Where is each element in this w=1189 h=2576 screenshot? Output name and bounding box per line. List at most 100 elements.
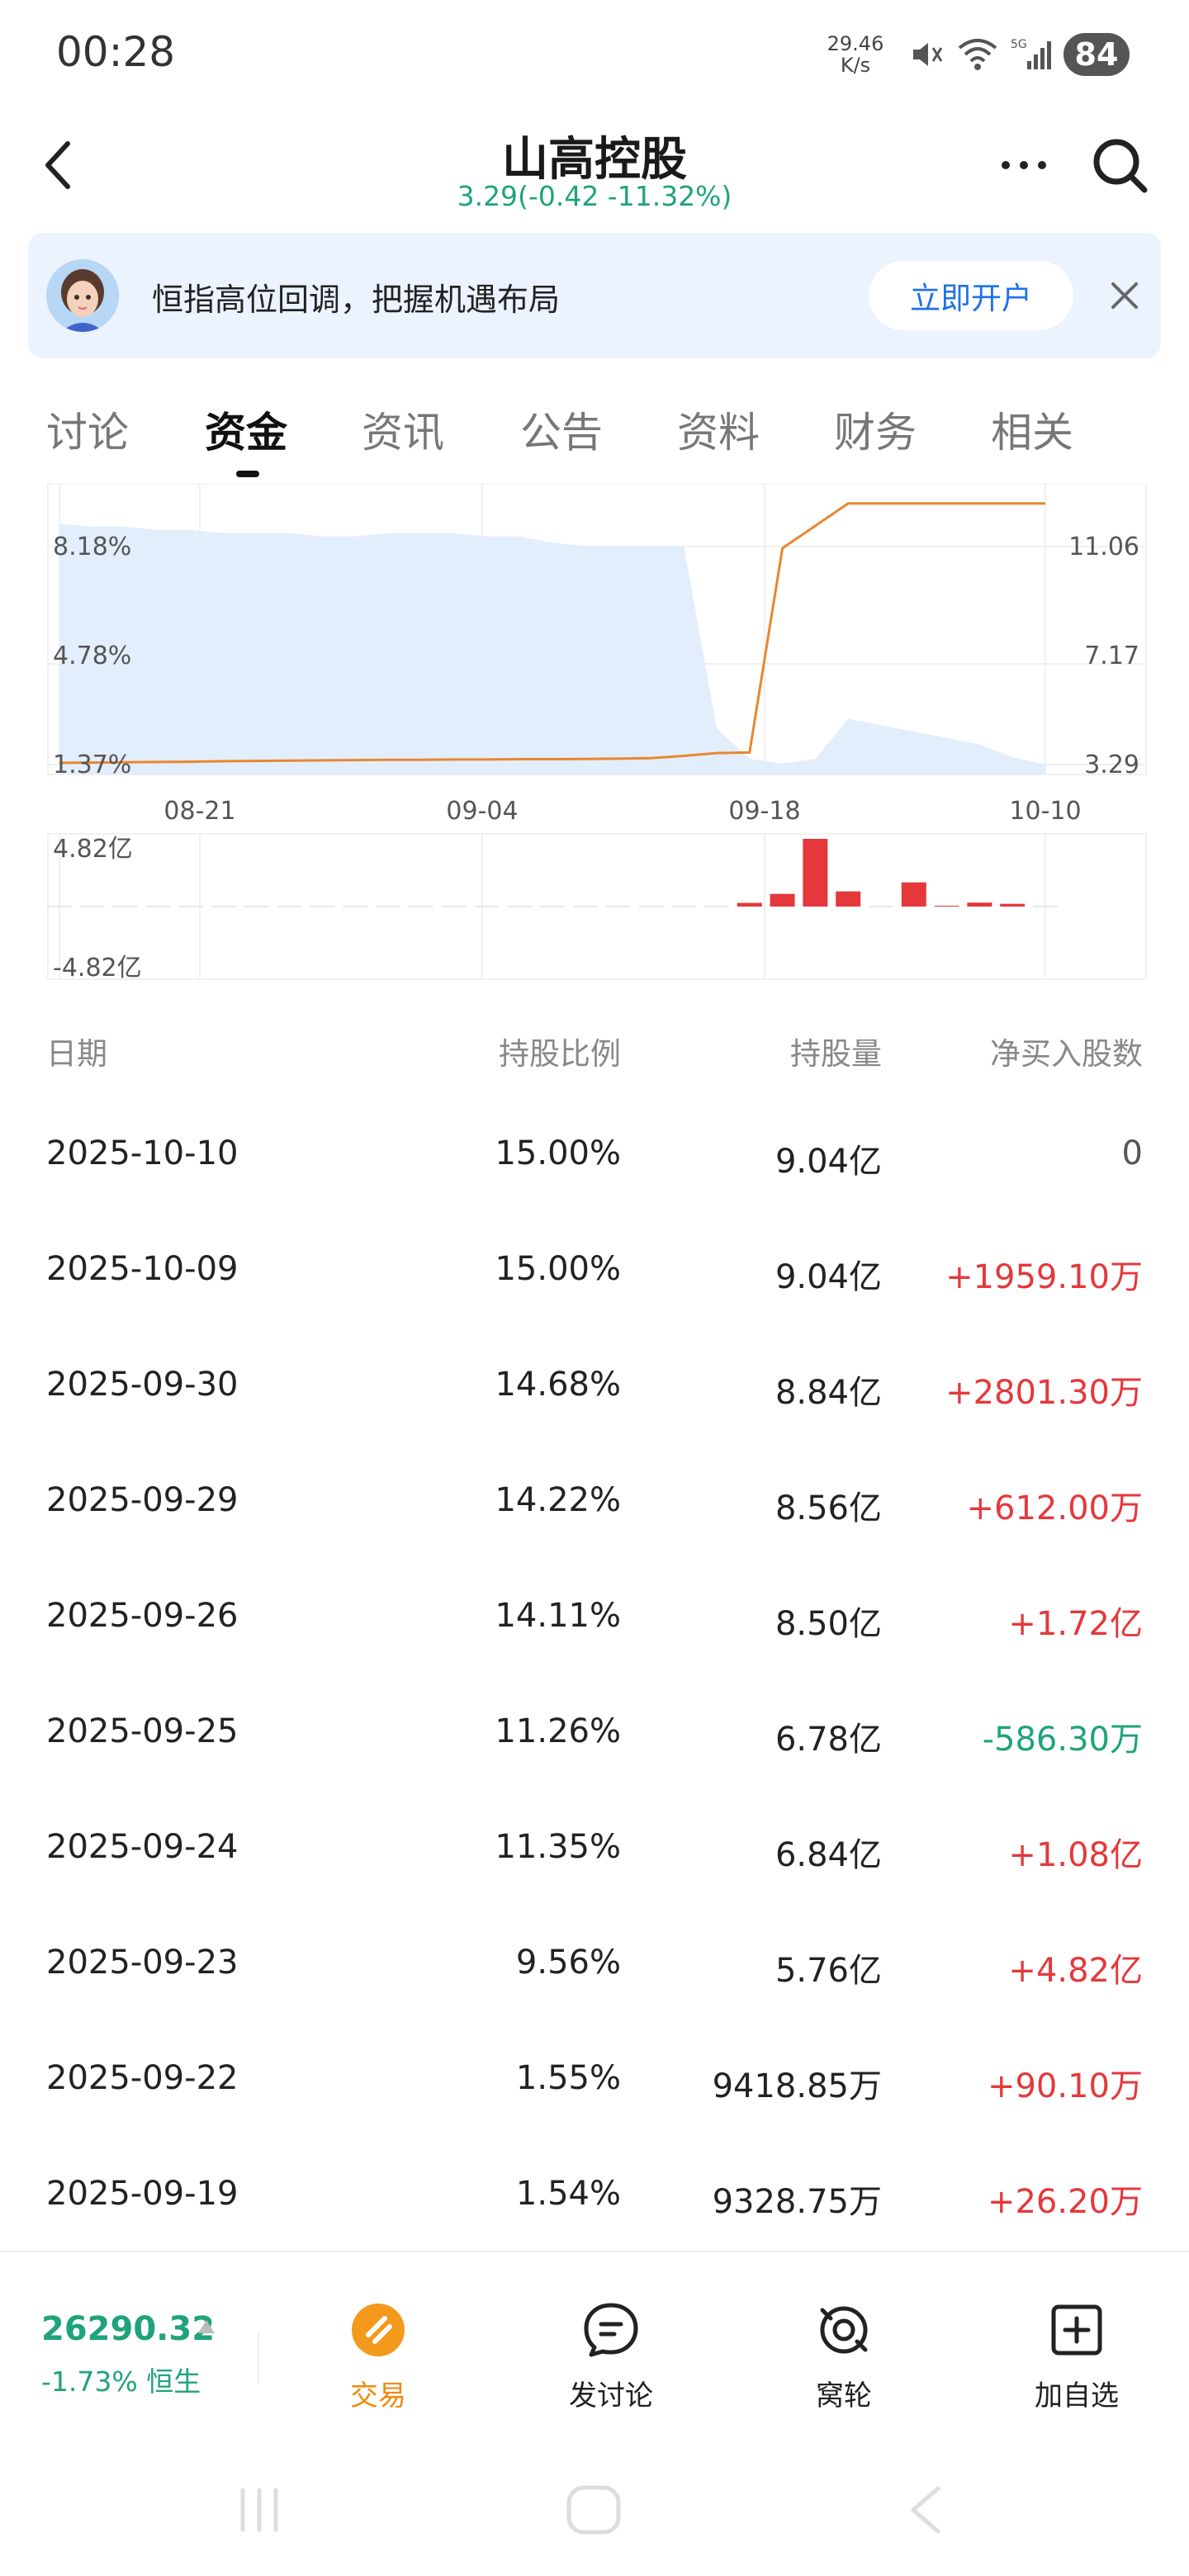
more-icon <box>1002 161 1046 169</box>
table-row[interactable]: 2025-10-10 15.00% 9.04亿 0 <box>0 1098 1189 1214</box>
network-speed: 29.46 K/s <box>822 33 888 76</box>
row-holding: 6.84亿 <box>775 1836 882 1874</box>
net-buy-bar <box>803 839 828 907</box>
cell-signal-icon: 5G <box>1011 38 1051 69</box>
table-row[interactable]: 2025-09-24 11.35% 6.84亿 +1.08亿 <box>0 1792 1189 1907</box>
net-buy-bar <box>967 902 992 907</box>
row-ratio: 1.54% <box>515 2175 621 2213</box>
table-row[interactable]: 2025-09-22 1.55% 9418.85万 +90.10万 <box>0 2023 1189 2138</box>
assistant-avatar <box>46 259 119 332</box>
trade-icon <box>350 2302 406 2358</box>
tab-financials[interactable]: 财务 <box>834 409 917 457</box>
nav-warrants[interactable]: 窝轮 <box>761 2294 926 2417</box>
net-buy-bar <box>540 906 565 907</box>
banner-text: 恒指高位回调，把握机遇布局 <box>152 282 561 318</box>
active-tab-indicator <box>236 471 259 477</box>
tab-discussion[interactable]: 讨论 <box>46 409 129 457</box>
right-axis-tick: 11.06 <box>1068 533 1139 561</box>
nav-trade[interactable]: 交易 <box>296 2294 461 2417</box>
row-ratio: 11.26% <box>495 1712 621 1750</box>
banner-close-button[interactable] <box>1100 271 1149 320</box>
row-net-buy: +1.08亿 <box>1008 1836 1143 1874</box>
funds-chart[interactable]: 8.18% 4.78% 1.37% 11.06 7.17 3.29 08-21 09-04 09… <box>0 483 1189 987</box>
status-icons: 5G 84 <box>908 30 1130 79</box>
table-row[interactable]: 2025-09-25 11.26% 6.78亿 -586.30万 <box>0 1676 1189 1792</box>
back-arrow-icon <box>45 141 70 189</box>
tab-bar: 讨论 资金 资讯 公告 资料 财务 相关 <box>0 388 1189 479</box>
more-button[interactable] <box>991 140 1057 190</box>
network-speed-value: 29.46 <box>827 32 884 55</box>
net-buy-bar <box>737 902 762 907</box>
index-value: 26290.32 <box>41 2310 216 2348</box>
search-button[interactable] <box>1087 132 1153 198</box>
net-buy-bar <box>869 906 893 907</box>
stock-quote: 3.29(-0.42 -11.32%) <box>457 180 732 212</box>
net-buy-bar <box>376 906 400 907</box>
home-icon[interactable] <box>565 2485 623 2535</box>
row-holding: 8.56亿 <box>775 1489 882 1527</box>
table-row[interactable]: 2025-09-26 14.11% 8.50亿 +1.72亿 <box>0 1560 1189 1676</box>
tab-profile[interactable]: 资料 <box>677 409 760 457</box>
status-time: 00:28 <box>56 28 176 76</box>
tab-funds[interactable]: 资金 <box>205 409 287 457</box>
holdings-table-header: 日期 持股比例 持股量 净买入股数 <box>0 1017 1189 1083</box>
row-ratio: 15.00% <box>495 1250 621 1288</box>
index-name: 恒生 <box>146 2365 201 2398</box>
col-date: 日期 <box>46 1036 107 1072</box>
back-button[interactable] <box>33 132 83 198</box>
row-net-buy: +4.82亿 <box>1008 1952 1143 1990</box>
post-discussion-icon <box>583 2302 639 2358</box>
system-nav-bar <box>0 2444 1189 2576</box>
row-ratio: 9.56% <box>515 1944 621 1982</box>
table-row[interactable]: 2025-09-19 1.54% 9328.75万 +26.20万 <box>0 2138 1189 2254</box>
nav-post-discussion-label: 发讨论 <box>569 2379 653 2413</box>
nav-add-watchlist-label: 加自选 <box>1035 2379 1119 2413</box>
net-buy-bar <box>211 906 236 907</box>
table-row[interactable]: 2025-10-09 15.00% 9.04亿 +1959.10万 <box>0 1214 1189 1329</box>
index-change: -1.73% 恒生 <box>41 2360 201 2399</box>
row-date: 2025-10-10 <box>46 1134 239 1172</box>
row-ratio: 11.35% <box>495 1828 621 1866</box>
svg-text:5G: 5G <box>1011 38 1027 51</box>
tab-announcements[interactable]: 公告 <box>520 409 603 457</box>
x-axis-tick: 09-04 <box>446 797 518 826</box>
net-buy-bar <box>507 906 533 907</box>
x-axis-tick: 08-21 <box>163 797 235 826</box>
net-buy-bar <box>572 906 598 907</box>
row-ratio: 14.68% <box>495 1366 621 1404</box>
promo-banner[interactable]: 恒指高位回调，把握机遇布局 立即开户 <box>28 233 1161 358</box>
add-watchlist-icon <box>1049 2302 1105 2358</box>
warrant-icon <box>816 2302 872 2358</box>
bar-axis-tick: -4.82亿 <box>53 954 142 983</box>
right-axis-tick: 7.17 <box>1084 642 1139 670</box>
nav-add-watchlist[interactable]: 加自选 <box>994 2294 1159 2417</box>
net-buy-bar <box>671 906 697 907</box>
row-date: 2025-09-23 <box>46 1944 239 1982</box>
table-row[interactable]: 2025-09-23 9.56% 5.76亿 +4.82亿 <box>0 1907 1189 2023</box>
col-ratio: 持股比例 <box>499 1036 621 1072</box>
tab-news[interactable]: 资讯 <box>362 409 444 457</box>
net-buy-bar <box>112 906 138 907</box>
row-ratio: 14.22% <box>495 1481 621 1519</box>
open-account-button[interactable]: 立即开户 <box>869 261 1073 330</box>
nav-trade-label: 交易 <box>350 2379 406 2413</box>
net-buy-bar <box>836 891 861 907</box>
row-date: 2025-09-25 <box>46 1712 239 1750</box>
row-date: 2025-10-09 <box>46 1250 239 1288</box>
net-buy-bar <box>244 906 269 907</box>
net-buy-bar <box>901 882 926 907</box>
nav-post-discussion[interactable]: 发讨论 <box>528 2294 694 2417</box>
row-net-buy: +90.10万 <box>987 2067 1143 2105</box>
tab-related[interactable]: 相关 <box>991 409 1073 457</box>
row-holding: 6.78亿 <box>775 1721 882 1759</box>
table-row[interactable]: 2025-09-29 14.22% 8.56亿 +612.00万 <box>0 1445 1189 1560</box>
net-buy-bar <box>704 906 729 907</box>
table-row[interactable]: 2025-09-30 14.68% 8.84亿 +2801.30万 <box>0 1329 1189 1445</box>
col-net-buy[interactable]: 净买入股数 <box>990 1036 1143 1072</box>
right-axis-tick: 3.29 <box>1084 751 1139 779</box>
system-back-icon[interactable] <box>905 2485 946 2535</box>
recent-apps-icon[interactable] <box>234 2485 284 2535</box>
mute-icon <box>913 43 943 66</box>
network-speed-unit: K/s <box>840 54 871 77</box>
